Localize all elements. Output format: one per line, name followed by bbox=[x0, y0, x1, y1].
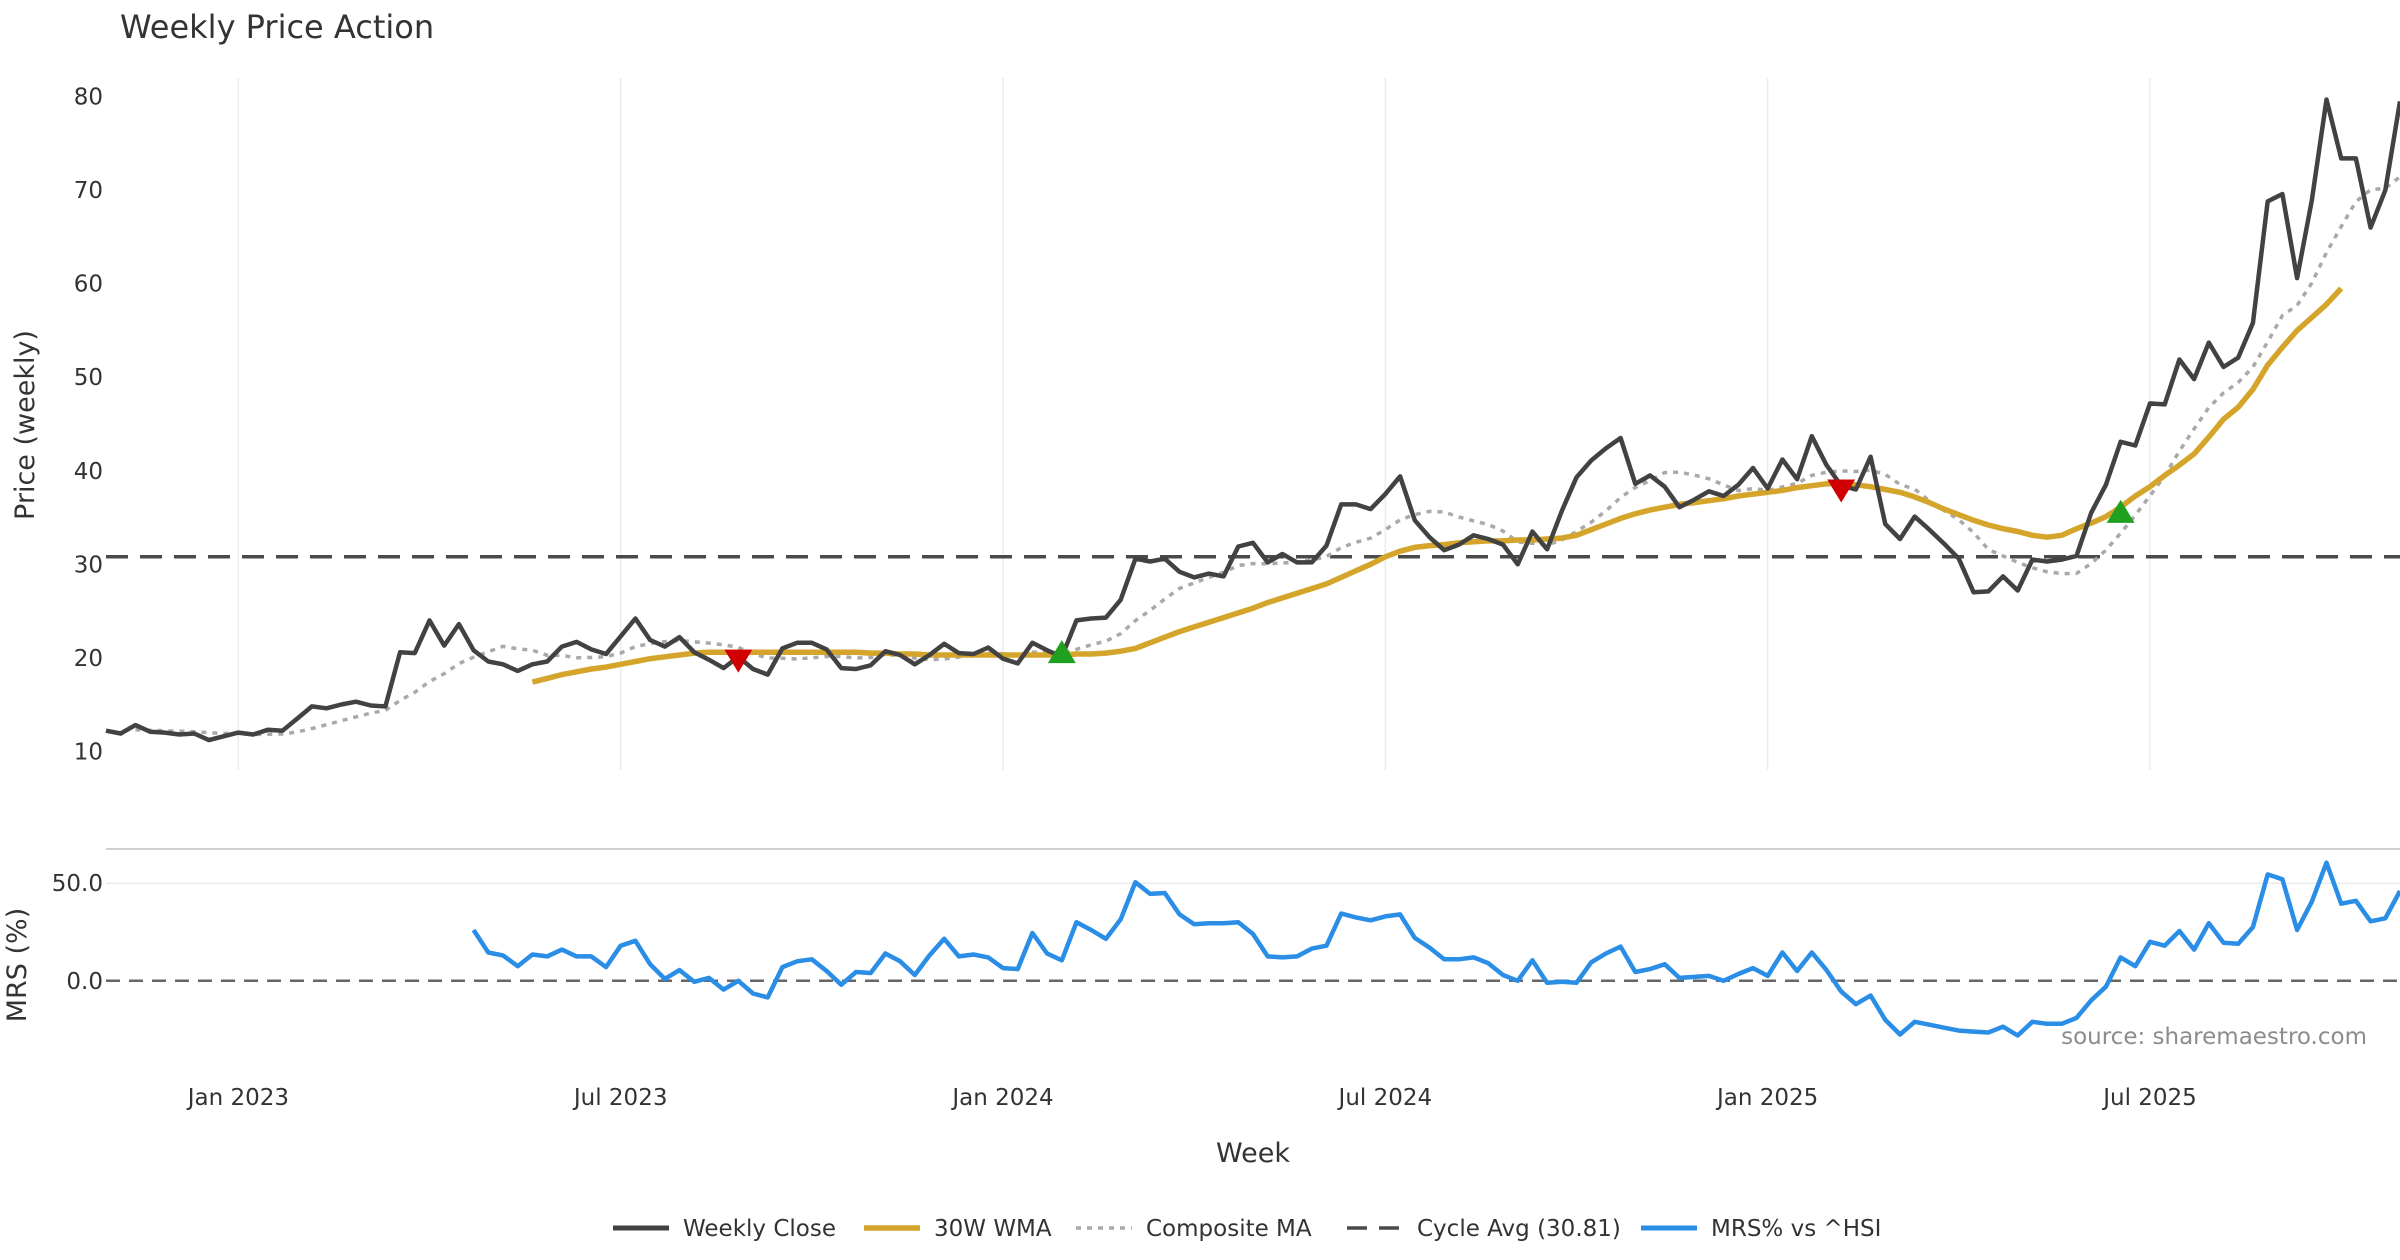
composite-ma-line bbox=[135, 175, 2400, 737]
mrs-y-axis-title: MRS (%) bbox=[2, 908, 33, 1023]
sell-signal-marker bbox=[724, 649, 753, 673]
price-y-tick-label: 20 bbox=[74, 646, 103, 672]
buy-signal-marker bbox=[2106, 499, 2135, 523]
mrs-y-tick-label: 0.0 bbox=[66, 969, 103, 995]
price-y-axis-title: Price (weekly) bbox=[10, 330, 41, 520]
price-y-tick-label: 30 bbox=[74, 552, 103, 578]
weekly-close-line bbox=[105, 97, 2400, 743]
plot-area: Jan 2023 Jul 2023 Jan 2024 Jul 2024 Jan 2025… bbox=[52, 78, 2400, 1111]
x-tick-label: Jul 2024 bbox=[1337, 1085, 1433, 1111]
x-tick-label: Jan 2024 bbox=[950, 1085, 1053, 1111]
price-y-tick-label: 70 bbox=[74, 178, 103, 204]
x-tick-label: Jul 2025 bbox=[2101, 1085, 2197, 1111]
legend-label-mrs: MRS% vs ^HSI bbox=[1711, 1216, 1881, 1242]
wma-30w-line bbox=[531, 286, 2344, 685]
x-tick-label: Jul 2023 bbox=[572, 1085, 668, 1111]
price-y-tick-label: 80 bbox=[74, 85, 103, 111]
source-note: source: sharemaestro.com bbox=[2061, 1024, 2367, 1050]
price-y-tick-label: 60 bbox=[74, 272, 103, 298]
legend: Weekly Close 30W WMA Composite MA Cycle Avg… bbox=[613, 1216, 1881, 1242]
x-tick-label: Jan 2025 bbox=[1715, 1085, 1818, 1111]
x-axis-title: Week bbox=[1216, 1138, 1290, 1169]
legend-label-composite: Composite MA bbox=[1146, 1216, 1312, 1242]
buy-signal-marker bbox=[1047, 640, 1076, 664]
legend-label-cycle-avg: Cycle Avg (30.81) bbox=[1417, 1216, 1621, 1242]
legend-label-weekly-close: Weekly Close bbox=[683, 1216, 836, 1242]
price-y-tick-label: 10 bbox=[74, 739, 103, 765]
mrs-line bbox=[471, 860, 2400, 1038]
mrs-y-tick-label: 50.0 bbox=[52, 871, 103, 897]
price-y-tick-label: 50 bbox=[74, 365, 103, 391]
legend-label-wma: 30W WMA bbox=[934, 1216, 1052, 1242]
x-tick-label: Jan 2023 bbox=[186, 1085, 289, 1111]
sell-signal-marker bbox=[1827, 479, 1856, 503]
chart-title: Weekly Price Action bbox=[120, 8, 434, 46]
price-y-tick-label: 40 bbox=[74, 459, 103, 485]
